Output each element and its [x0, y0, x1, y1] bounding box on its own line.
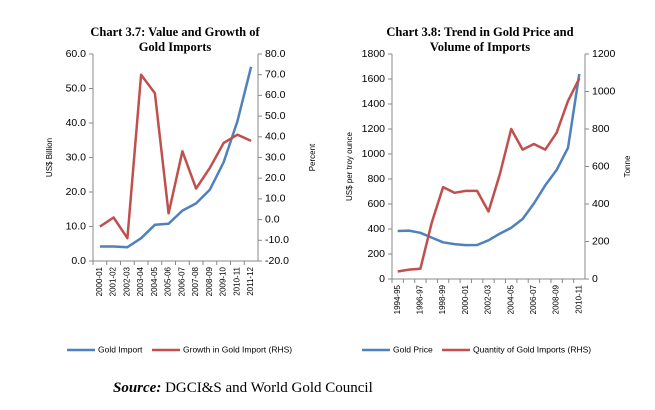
y-tick-label: 1200 [362, 123, 386, 135]
y-tick-label: 40.0 [66, 117, 87, 129]
x-tick-label: 2004-05 [150, 266, 159, 296]
y-tick-label: 60.0 [66, 48, 87, 60]
y2-tick-label: 70.0 [265, 68, 286, 80]
series-line [397, 73, 581, 247]
x-tick-label: 2011-12 [246, 266, 255, 295]
x-tick-label: 2008-09 [552, 284, 561, 314]
x-tick-label: 2000-01 [461, 284, 470, 314]
y2-tick-label: 50.0 [265, 110, 286, 122]
y-axis-label: US$ Billion [45, 138, 54, 177]
y-tick-label: 1400 [362, 98, 386, 110]
legend-label: Gold Import [98, 344, 143, 354]
y2-axis-label: Tonne [623, 155, 632, 177]
x-tick-label: 2007-08 [191, 266, 200, 296]
y-tick-label: 50.0 [66, 82, 87, 94]
source-text: DGCI&S and World Gold Council [161, 380, 372, 396]
y2-tick-label: -20.0 [265, 255, 289, 267]
x-tick-label: 2002-03 [122, 266, 131, 296]
y2-axis-label: Percent [308, 143, 317, 171]
x-tick-label: 2001-02 [109, 266, 118, 296]
y-axis-label: US$ per troy ounce [345, 131, 354, 200]
y-tick-label: 400 [367, 223, 385, 235]
chart-title: Chart 3.7: Value and Growth of [90, 25, 260, 39]
y-tick-label: 800 [367, 173, 385, 185]
y-tick-label: 1000 [362, 148, 386, 160]
x-tick-label: 2006-07 [177, 266, 186, 296]
x-tick-label: 2010-11 [574, 284, 583, 313]
x-tick-label: 1996-97 [415, 284, 424, 314]
chart-title: Volume of Imports [430, 40, 530, 54]
x-tick-label: 2010-11 [232, 266, 241, 295]
x-tick-label: 2006-07 [529, 284, 538, 314]
series-line [397, 77, 581, 273]
y-tick-label: 30.0 [66, 151, 87, 163]
y2-tick-label: -10.0 [265, 234, 289, 246]
y2-tick-label: 1200 [592, 48, 616, 60]
x-tick-label: 2003-04 [136, 266, 145, 296]
y2-tick-label: 0 [592, 273, 598, 285]
y2-tick-label: 800 [592, 123, 610, 135]
y2-tick-label: 400 [592, 198, 610, 210]
y2-tick-label: 60.0 [265, 89, 286, 101]
x-tick-label: 2009-10 [219, 266, 228, 296]
y2-tick-label: 200 [592, 235, 610, 247]
y-tick-label: 200 [367, 248, 385, 260]
y2-tick-label: 10.0 [265, 193, 286, 205]
x-tick-label: 2000-01 [95, 266, 104, 296]
y2-tick-label: 40.0 [265, 131, 286, 143]
source: Source: DGCI&S and World Gold Council [113, 380, 373, 396]
y-tick-label: 10.0 [66, 220, 87, 232]
x-tick-label: 2004-05 [506, 284, 515, 314]
chart-title: Gold Imports [139, 40, 212, 54]
y-tick-label: 1800 [362, 48, 386, 60]
chart-title: Chart 3.8: Trend in Gold Price and [386, 25, 573, 39]
y-tick-label: 20.0 [66, 186, 87, 198]
x-tick-label: 2005-06 [164, 266, 173, 296]
y-tick-label: 0 [379, 273, 385, 285]
source-label: Source: [113, 380, 161, 396]
y2-tick-label: 1000 [592, 85, 616, 97]
y-tick-label: 1600 [362, 73, 386, 85]
x-tick-label: 1998-99 [438, 284, 447, 314]
series-line [99, 73, 252, 240]
y-tick-label: 0.0 [71, 255, 86, 267]
y2-tick-label: 20.0 [265, 172, 286, 184]
x-tick-label: 1994-95 [393, 284, 402, 314]
y2-tick-label: 30.0 [265, 151, 286, 163]
x-tick-label: 2008-09 [205, 266, 214, 296]
y-tick-label: 600 [367, 198, 385, 210]
y2-tick-label: 0.0 [265, 213, 280, 225]
legend-label: Gold Price [393, 344, 433, 354]
y2-tick-label: 80.0 [265, 48, 286, 60]
legend-label: Growth in Gold Import (RHS) [183, 344, 292, 354]
series-line [99, 66, 253, 249]
legend-label: Quantity of Gold Imports (RHS) [473, 344, 591, 354]
x-tick-label: 2002-03 [484, 284, 493, 314]
y2-tick-label: 600 [592, 160, 610, 172]
